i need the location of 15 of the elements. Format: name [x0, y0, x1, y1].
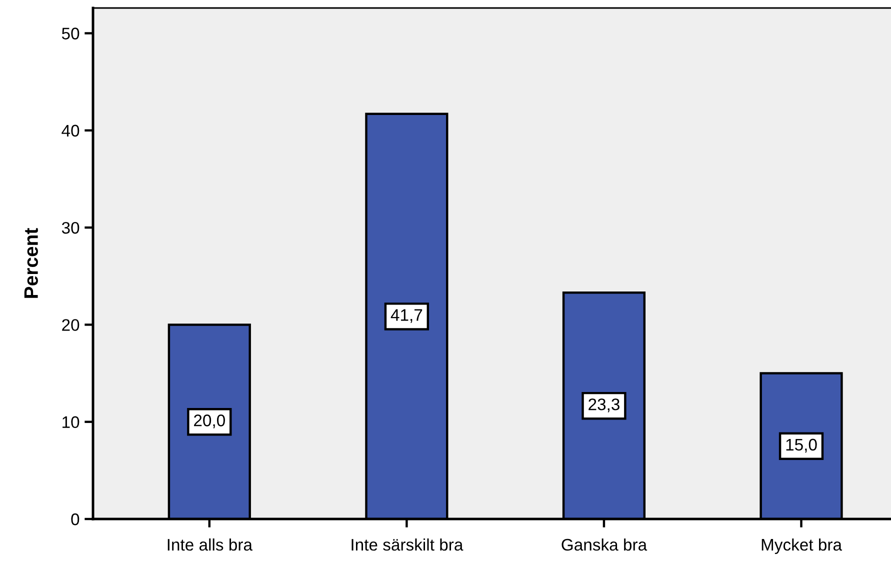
x-tick-label: Mycket bra — [762, 538, 842, 554]
y-tick-label: 50 — [62, 28, 80, 40]
x-tick-label: Ganska bra — [562, 538, 648, 551]
y-tick-label: 30 — [62, 222, 80, 234]
y-tick-label: 20 — [62, 319, 80, 331]
x-tick-label: Inte särskilt bra — [352, 538, 464, 551]
data-label: 41,7 — [390, 309, 422, 323]
data-label: 23,3 — [588, 398, 620, 412]
data-label: 15,0 — [786, 438, 817, 453]
y-axis-title: Percent — [24, 228, 38, 298]
y-tick-label: 0 — [71, 513, 80, 526]
x-tick-label: Inte alls bra — [168, 538, 252, 551]
y-tick-label: 40 — [62, 124, 80, 137]
y-tick-label: 10 — [62, 416, 80, 428]
data-label: 20,0 — [194, 414, 225, 428]
